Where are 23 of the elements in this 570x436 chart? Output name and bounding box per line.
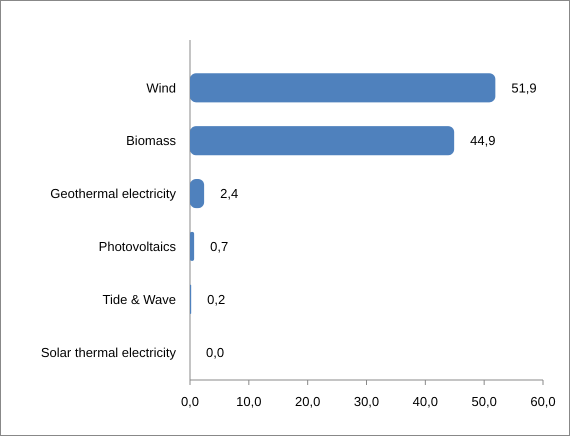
y-tick-label: Wind (146, 80, 176, 96)
bar (190, 179, 204, 208)
bar (190, 126, 454, 156)
bar (190, 73, 496, 102)
x-tick-label: 10,0 (236, 394, 262, 409)
y-tick-label: Photovoltaics (98, 238, 176, 254)
y-tick-label: Biomass (126, 133, 176, 148)
bar (190, 232, 194, 261)
data-label: 44,9 (470, 133, 496, 148)
data-label: 0,0 (206, 344, 224, 360)
data-label: 0,2 (207, 292, 226, 307)
data-label: 51,9 (511, 80, 537, 96)
x-tick-label: 0,0 (180, 394, 200, 409)
y-tick-label: Geothermal electricity (50, 186, 176, 202)
x-tick-label: 60,0 (530, 394, 556, 409)
x-tick-label: 20,0 (295, 394, 320, 409)
x-tick-label: 40,0 (412, 394, 438, 409)
y-tick-label: Tide & Wave (102, 292, 176, 307)
data-label: 2,4 (220, 186, 238, 202)
x-tick-label: 50,0 (472, 394, 497, 409)
y-tick-label: Solar thermal electricity (40, 344, 176, 360)
x-tick-label: 30,0 (354, 394, 380, 409)
data-label: 0,7 (210, 238, 228, 254)
